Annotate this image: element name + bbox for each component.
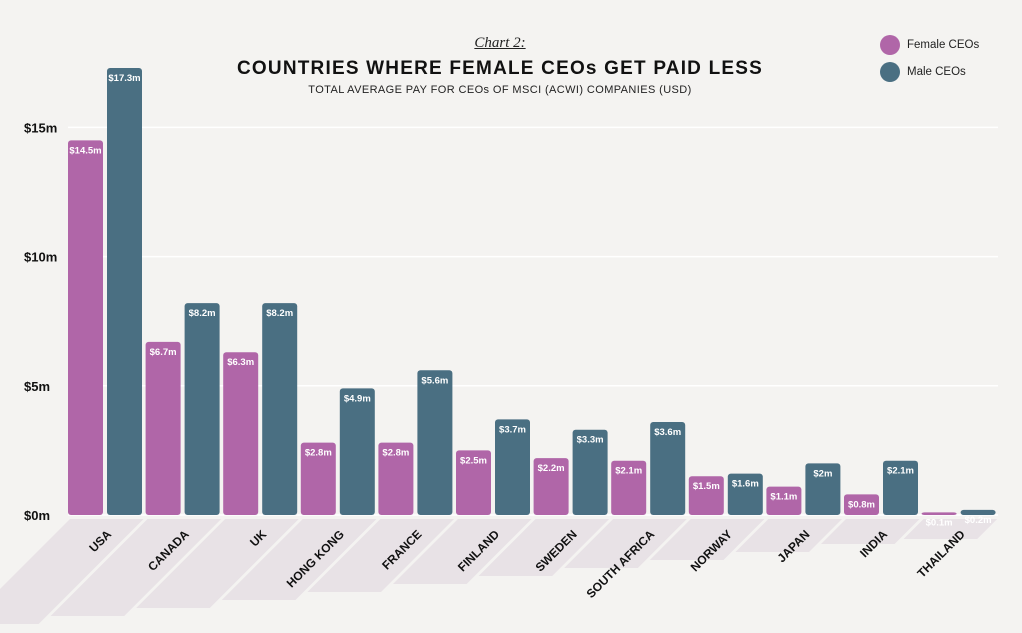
bar-value-label: $2.1m <box>615 466 642 477</box>
category-shadow <box>821 519 920 544</box>
legend-label-male: Male CEOs <box>907 66 966 78</box>
category-shadow <box>136 519 299 608</box>
bar-value-label: $2.1m <box>887 466 914 477</box>
category-shadow <box>50 519 222 616</box>
bar-female <box>378 442 414 515</box>
bar-value-label: $8.2m <box>266 308 293 319</box>
bar-value-label: $14.5m <box>69 145 101 156</box>
y-tick-label: $15m <box>24 120 57 135</box>
bar-value-label: $3.3m <box>577 435 604 446</box>
category-shadow <box>0 519 144 624</box>
bar-female <box>766 486 802 515</box>
category-shadow <box>478 519 610 576</box>
legend-swatch-female <box>880 35 900 55</box>
bar-male <box>650 421 686 515</box>
bar-value-label: $2m <box>813 468 832 479</box>
bar-female <box>611 460 647 515</box>
category-shadow <box>307 519 454 592</box>
bar-male <box>339 388 375 515</box>
bar-male <box>572 429 608 515</box>
bar-male <box>184 303 220 515</box>
bar-value-label: $4.9m <box>344 393 371 404</box>
chart-subtitle: TOTAL AVERAGE PAY FOR CEOs OF MSCI (ACWI… <box>308 84 692 96</box>
bar-female <box>456 450 491 515</box>
bar-value-label: $1.5m <box>693 481 720 492</box>
category-shadow <box>903 519 998 539</box>
bar-value-label: $0.8m <box>848 499 875 510</box>
bar-male <box>417 370 453 515</box>
bar-value-label: $2.8m <box>382 448 409 459</box>
bar-female <box>533 458 569 515</box>
bar-value-label: $5.6m <box>421 375 448 386</box>
category-shadow <box>735 519 842 552</box>
bar-value-label: $0.1m <box>926 517 953 528</box>
bar-value-label: $8.2m <box>189 308 216 319</box>
y-tick-label: $5m <box>24 379 50 394</box>
bar-value-label: $3.7m <box>499 424 526 435</box>
bar-male <box>495 419 530 515</box>
category-shadow <box>393 519 532 584</box>
bar-male <box>107 68 142 515</box>
bar-male <box>727 473 763 515</box>
bar-value-label: $6.3m <box>227 357 254 368</box>
bar-value-label: $0.2m <box>965 515 992 526</box>
bar-female <box>223 352 259 515</box>
bar-value-label: $17.3m <box>108 73 140 84</box>
bar-value-label: $1.1m <box>770 492 797 503</box>
legend-item-male: Male CEOs <box>880 62 966 82</box>
bar-female <box>300 442 336 515</box>
legend-item-female: Female CEOs <box>880 35 979 55</box>
y-tick-label: $0m <box>24 508 50 523</box>
bar-female <box>68 140 103 516</box>
chart-number-label: Chart 2: <box>474 35 526 51</box>
legend-label-female: Female CEOs <box>907 39 980 51</box>
bar-male <box>805 463 841 515</box>
bar-male <box>960 509 996 515</box>
category-shadow <box>564 519 687 568</box>
bar-value-label: $2.5m <box>460 455 487 466</box>
bar-female <box>145 341 181 515</box>
bar-male <box>262 303 298 515</box>
bar-value-label: $2.2m <box>538 463 565 474</box>
bar-value-label: $2.8m <box>305 448 332 459</box>
bar-value-label: $1.6m <box>732 479 759 490</box>
legend-swatch-male <box>880 62 900 82</box>
y-tick-label: $10m <box>24 250 57 265</box>
bar-male <box>883 460 918 515</box>
chart-title: COUNTRIES WHERE FEMALE CEOs GET PAID LES… <box>237 58 763 79</box>
category-shadow <box>649 519 765 560</box>
bar-female <box>688 476 724 515</box>
category-shadow <box>221 519 377 600</box>
bar-female <box>844 494 879 515</box>
bar-value-label: $6.7m <box>150 347 177 358</box>
bar-value-label: $3.6m <box>654 427 681 438</box>
bar-female <box>921 512 957 515</box>
